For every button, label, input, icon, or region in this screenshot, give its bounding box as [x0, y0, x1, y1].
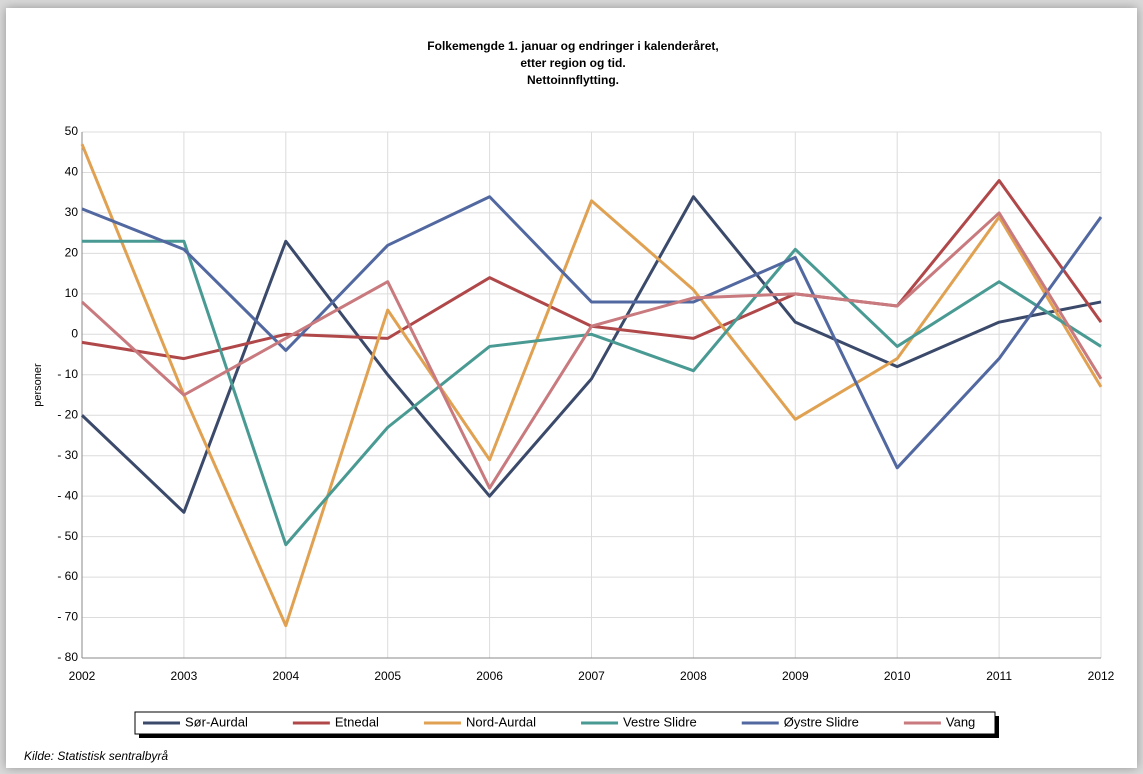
- y-axis-label: personer: [32, 363, 44, 407]
- x-tick-label: 2003: [171, 669, 198, 683]
- y-tick-label: - 10: [57, 367, 78, 381]
- series-line: [80, 143, 1103, 628]
- y-tick-label: 50: [65, 124, 79, 138]
- y-tick-label: 10: [65, 286, 79, 300]
- x-tick-label: 2012: [1088, 669, 1115, 683]
- series-line: [82, 239, 1102, 547]
- x-tick-label: 2002: [69, 669, 96, 683]
- legend-label: Vestre Slidre: [623, 714, 697, 729]
- y-tick-label: 20: [65, 246, 79, 260]
- legend-label: Øystre Slidre: [784, 714, 859, 729]
- legend: Sør-Aurdal Etnedal Nord-Aurdal Vestre Slidr…: [134, 711, 999, 738]
- x-tick-label: 2009: [782, 669, 809, 683]
- y-tick-label: - 80: [57, 650, 78, 664]
- y-tick-label: - 60: [57, 569, 78, 583]
- x-tick-label: 2006: [476, 669, 503, 683]
- x-tick-label: 2011: [986, 669, 1012, 683]
- series-line: [80, 195, 1102, 514]
- source: Kilde: Statistisk sentralbyrå: [24, 749, 168, 763]
- chart-title: etter region og tid.: [520, 56, 625, 70]
- legend-label: Sør-Aurdal: [185, 714, 248, 729]
- y-tick-label: 0: [71, 326, 78, 340]
- legend-box: [134, 711, 996, 735]
- x-tick-label: 2008: [680, 669, 707, 683]
- y-tick-label: 30: [65, 205, 79, 219]
- x-tick-label: 2010: [884, 669, 911, 683]
- y-tick-label: 40: [65, 165, 79, 179]
- y-tick-label: - 70: [57, 610, 78, 624]
- x-tick-label: 2005: [374, 669, 401, 683]
- x-tick-label: 2004: [272, 669, 299, 683]
- y-tick-label: - 50: [57, 529, 78, 543]
- series-line: [80, 211, 1103, 490]
- y-tick-label: - 20: [57, 407, 78, 421]
- legend-label: Vang: [946, 714, 975, 729]
- x-tick-label: 2007: [578, 669, 605, 683]
- chart-title: Folkemengde 1. januar og endringer i kal…: [427, 39, 718, 53]
- chart-title: Nettoinnflytting.: [527, 73, 619, 87]
- y-tick-label: - 40: [57, 488, 78, 502]
- legend-label: Etnedal: [335, 714, 379, 729]
- series-line: [81, 195, 1103, 470]
- legend-label: Nord-Aurdal: [466, 714, 536, 729]
- y-tick-label: - 30: [57, 448, 78, 462]
